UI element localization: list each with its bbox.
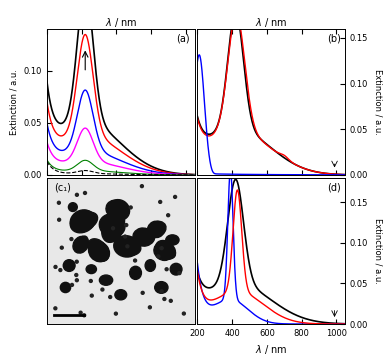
Ellipse shape [125,224,128,226]
Ellipse shape [103,210,125,237]
Ellipse shape [169,300,172,302]
Ellipse shape [145,260,156,271]
Ellipse shape [149,306,151,309]
Ellipse shape [75,279,78,282]
Ellipse shape [170,264,182,275]
X-axis label: $\lambda$ / nm: $\lambda$ / nm [105,16,137,29]
Ellipse shape [130,266,142,279]
Ellipse shape [106,200,124,218]
Ellipse shape [117,239,141,256]
Ellipse shape [157,255,160,258]
Ellipse shape [59,269,62,271]
Ellipse shape [57,201,60,204]
Y-axis label: Extinction / a.u.: Extinction / a.u. [9,69,18,135]
Ellipse shape [70,211,96,233]
Ellipse shape [174,195,176,198]
Ellipse shape [71,283,73,286]
Ellipse shape [83,314,85,317]
Ellipse shape [73,237,88,253]
Ellipse shape [148,221,165,238]
Ellipse shape [89,242,108,262]
Ellipse shape [165,268,168,271]
Ellipse shape [86,265,96,274]
Ellipse shape [140,185,143,188]
Ellipse shape [83,192,87,194]
Ellipse shape [70,210,94,231]
Ellipse shape [160,290,163,293]
Ellipse shape [75,274,78,276]
Ellipse shape [70,238,73,240]
Ellipse shape [100,275,113,285]
Ellipse shape [74,212,98,231]
Ellipse shape [157,242,176,258]
Ellipse shape [88,239,109,261]
Ellipse shape [163,297,166,301]
Y-axis label: Extinction / a.u.: Extinction / a.u. [373,69,382,135]
Ellipse shape [114,312,117,315]
Ellipse shape [109,201,128,220]
Ellipse shape [134,259,136,262]
Ellipse shape [76,237,88,249]
Ellipse shape [148,221,166,237]
Ellipse shape [166,235,179,245]
Ellipse shape [114,236,139,257]
Ellipse shape [112,227,114,230]
Ellipse shape [63,260,75,271]
Ellipse shape [141,291,144,294]
Ellipse shape [102,212,124,242]
Ellipse shape [90,294,93,297]
Ellipse shape [75,193,78,196]
Ellipse shape [123,235,127,238]
Ellipse shape [79,311,82,314]
Y-axis label: Extinction / a.u.: Extinction / a.u. [373,218,382,284]
Ellipse shape [54,307,57,310]
X-axis label: $\lambda$ / nm: $\lambda$ / nm [255,16,287,29]
Text: (d): (d) [327,182,341,192]
Ellipse shape [129,206,132,209]
Text: (c₁): (c₁) [54,182,71,192]
Text: (b): (b) [327,33,341,43]
Ellipse shape [154,243,172,260]
X-axis label: $\lambda$ / nm: $\lambda$ / nm [255,343,287,356]
Ellipse shape [90,242,109,261]
Ellipse shape [89,279,92,283]
Ellipse shape [159,201,162,203]
Ellipse shape [178,272,181,275]
Ellipse shape [115,290,127,300]
Ellipse shape [60,282,71,293]
Ellipse shape [101,288,104,291]
Ellipse shape [135,230,155,246]
Ellipse shape [109,296,112,298]
Text: (a): (a) [176,33,190,43]
Ellipse shape [182,312,185,315]
Ellipse shape [114,237,139,256]
Ellipse shape [69,203,77,211]
Ellipse shape [133,228,152,245]
Ellipse shape [167,214,170,217]
Ellipse shape [99,214,125,237]
Ellipse shape [60,246,63,249]
Ellipse shape [75,236,88,252]
Ellipse shape [155,282,168,293]
Ellipse shape [108,199,130,220]
Ellipse shape [148,222,164,237]
Ellipse shape [156,240,176,259]
Ellipse shape [75,260,78,263]
Ellipse shape [126,245,129,248]
Ellipse shape [58,218,61,221]
Ellipse shape [160,247,163,249]
Ellipse shape [135,229,152,244]
Ellipse shape [54,265,57,269]
